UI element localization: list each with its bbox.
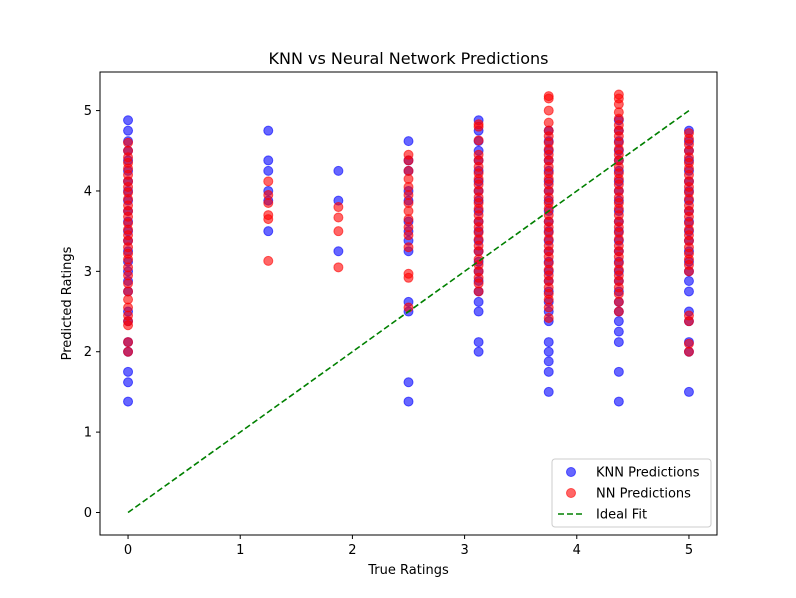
series-1 [123,89,694,357]
y-axis: 0 1 2 3 4 5 [84,104,100,521]
x-tick-label: 1 [236,543,244,558]
data-point [263,165,274,176]
data-point [123,377,134,388]
legend-label: NN Predictions [596,487,691,502]
legend-label: KNN Predictions [596,466,700,481]
data-point [403,136,414,147]
chart-title: KNN vs Neural Network Predictions [269,49,549,68]
y-tick-label: 3 [84,265,92,280]
data-point [333,165,344,176]
data-point [683,275,694,286]
y-axis-title: Predicted Ratings [60,246,75,360]
data-point [543,356,554,367]
data-point [123,115,134,126]
data-point [543,366,554,377]
data-point [613,306,624,317]
data-point [473,337,484,348]
data-point [543,302,554,313]
data-point [333,202,344,213]
data-point [683,266,694,277]
data-point [333,212,344,223]
data-point [123,125,134,136]
data-point [473,121,484,132]
data-point [263,214,274,225]
data-point [403,242,414,253]
data-point [403,230,414,241]
data-point [613,396,624,407]
ideal-fit-line [127,109,690,514]
x-tick-label: 0 [124,543,132,558]
x-tick-label: 5 [685,543,693,558]
plot-marks [123,89,694,514]
data-point [543,386,554,397]
data-point [263,125,274,136]
x-axis: 0 1 2 3 4 5 [124,535,693,558]
legend: KNN Predictions NN Predictions Ideal Fit [551,458,712,528]
series-2 [127,109,690,514]
data-point [473,346,484,357]
data-point [263,176,274,187]
data-point [123,337,134,348]
x-tick-label: 3 [460,543,468,558]
x-tick-label: 2 [348,543,356,558]
legend-marker-swatch [566,488,576,498]
data-point [613,366,624,377]
y-tick-label: 1 [84,426,92,441]
data-point [543,337,554,348]
y-tick-label: 5 [84,104,92,119]
legend-marker-swatch [566,467,576,477]
data-point [123,320,134,331]
data-point [683,386,694,397]
y-tick-label: 2 [84,345,92,360]
data-point [473,286,484,297]
data-point [683,346,694,357]
legend-box [551,458,712,528]
data-point [473,135,484,146]
data-point [403,272,414,283]
data-point [333,226,344,237]
data-point [473,296,484,307]
data-point [263,198,274,209]
data-point [543,312,554,323]
data-point [613,296,624,307]
data-point [543,346,554,357]
y-tick-label: 0 [84,506,92,521]
data-point [473,306,484,317]
data-point [403,155,414,166]
data-point [613,337,624,348]
data-point [683,316,694,327]
data-point [613,326,624,337]
data-point [123,346,134,357]
x-axis-title: True Ratings [367,563,449,578]
data-point [263,155,274,166]
data-point [683,286,694,297]
data-point [403,396,414,407]
y-tick-label: 4 [84,184,92,199]
plot-area-frame [99,71,718,536]
legend-label: Ideal Fit [596,508,647,523]
data-point [263,255,274,266]
x-tick-label: 4 [573,543,581,558]
data-point [123,366,134,377]
data-point [543,93,554,104]
data-point [263,226,274,237]
data-point [613,316,624,327]
data-point [123,396,134,407]
data-point [543,105,554,116]
data-point [403,377,414,388]
data-point [333,262,344,273]
data-point [333,246,344,257]
